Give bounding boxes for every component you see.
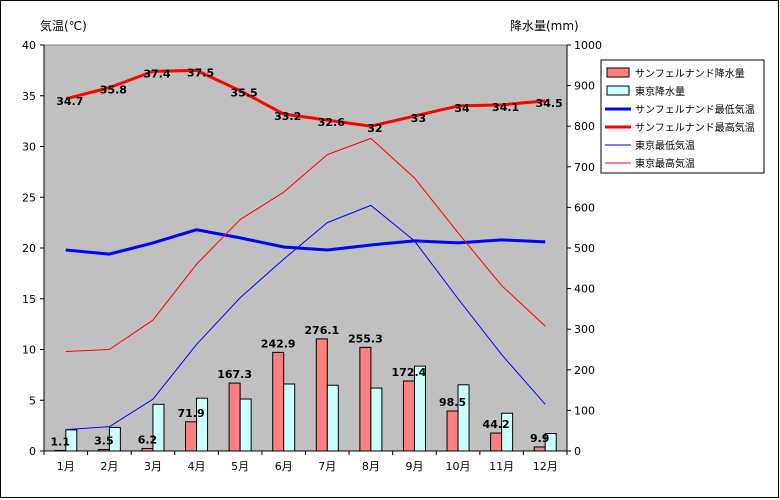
y-left-tick-label: 35 <box>22 90 36 103</box>
bars-layer <box>54 338 557 452</box>
y-right-tick-label: 900 <box>574 80 595 93</box>
y-left-tick-label: 0 <box>29 445 36 458</box>
bar-series-1 <box>239 398 252 452</box>
legend-label-3: サンフェルナンド最高気温 <box>635 121 755 134</box>
x-tick-label: 1月 <box>57 460 75 473</box>
data-label-series-0: 167.3 <box>217 368 252 381</box>
legend-label-0: サンフェルナンド降水量 <box>635 67 745 80</box>
bar-series-0 <box>185 421 198 452</box>
data-label-series-3: 34.7 <box>56 95 83 108</box>
data-label-series-3: 32.6 <box>318 116 345 129</box>
data-label-series-0: 9.9 <box>530 432 550 445</box>
x-tick-label: 11月 <box>489 460 514 473</box>
data-label-series-3: 37.5 <box>187 66 214 79</box>
bar-series-1 <box>370 387 383 452</box>
legend: サンフェルナンド降水量東京降水量サンフェルナンド最低気温サンフェルナンド最高気温… <box>600 59 765 174</box>
y-right-tick-label: 800 <box>574 120 595 133</box>
legend-label-1: 東京降水量 <box>635 85 685 98</box>
bar-series-0 <box>402 380 415 452</box>
data-label-series-3: 35.8 <box>100 84 127 97</box>
y-left-tick-label: 40 <box>22 39 36 52</box>
bar-series-0 <box>315 338 328 452</box>
data-label-series-0: 6.2 <box>138 433 158 446</box>
data-label-series-3: 33.2 <box>274 110 301 123</box>
data-label-series-3: 34 <box>454 102 470 115</box>
data-label-series-3: 34.5 <box>536 97 563 110</box>
y-right-tick-label: 500 <box>574 242 595 255</box>
data-label-series-3: 37.4 <box>143 67 170 80</box>
data-label-series-3: 33 <box>411 112 426 125</box>
y-left-tick-label: 25 <box>22 191 36 204</box>
y-right-tick-label: 700 <box>574 161 595 174</box>
x-tick-label: 6月 <box>275 460 293 473</box>
y-left-tick-label: 20 <box>22 242 36 255</box>
x-tick-label: 2月 <box>100 460 118 473</box>
legend-box <box>600 59 765 174</box>
bar-series-1 <box>326 384 339 452</box>
data-label-series-0: 3.5 <box>94 435 114 448</box>
x-tick-label: 5月 <box>231 460 249 473</box>
legend-label-5: 東京最高気温 <box>635 157 695 170</box>
bar-series-0 <box>533 446 546 452</box>
y-right-tick-label: 200 <box>574 364 595 377</box>
legend-swatch-1 <box>606 85 630 96</box>
line-series-5 <box>65 137 546 353</box>
data-label-series-0: 255.3 <box>348 332 383 345</box>
bar-series-1 <box>283 383 296 452</box>
line-series-2 <box>65 228 546 256</box>
legend-swatch-0 <box>606 67 630 78</box>
x-tick-label: 4月 <box>188 460 206 473</box>
data-label-series-0: 172.4 <box>392 366 427 379</box>
data-label-series-3: 35.5 <box>231 87 258 100</box>
y-right-tick-label: 1000 <box>574 39 602 52</box>
y-right-tick-label: 0 <box>574 445 581 458</box>
data-label-series-3: 34.1 <box>492 101 519 114</box>
bar-series-0 <box>272 351 285 452</box>
y-right-tick-label: 600 <box>574 201 595 214</box>
data-label-series-0: 71.9 <box>177 407 204 420</box>
y-left-tick-label: 15 <box>22 293 36 306</box>
y-left-tick-label: 5 <box>29 394 36 407</box>
x-tick-label: 9月 <box>405 460 423 473</box>
lines-layer <box>65 68 546 431</box>
y-left-tick-label: 10 <box>22 344 36 357</box>
bar-series-1 <box>457 384 470 452</box>
bar-series-0 <box>446 410 459 452</box>
data-label-series-3: 32 <box>367 122 382 135</box>
line-series-3 <box>65 68 546 128</box>
data-label-series-0: 44.2 <box>483 418 510 431</box>
y-left-axis-title: 気温(℃) <box>40 18 87 33</box>
data-label-series-0: 276.1 <box>304 324 339 337</box>
bar-series-0 <box>490 432 503 452</box>
x-tick-label: 10月 <box>446 460 471 473</box>
x-tick-label: 12月 <box>533 460 558 473</box>
data-label-series-0: 242.9 <box>261 337 296 350</box>
axes-layer: 0510152025303540010020030040050060070080… <box>22 39 602 473</box>
data-labels-layer: 1.1 3.5 6.2 71.9 167.3 242.9 276.1 255.3 172.4 98… <box>51 66 563 448</box>
legend-label-4: 東京最低気温 <box>635 139 695 152</box>
bar-series-0 <box>359 346 372 452</box>
y-right-axis-title: 降水量(mm) <box>510 19 579 33</box>
data-label-series-0: 1.1 <box>51 436 71 449</box>
x-tick-label: 7月 <box>318 460 336 473</box>
line-series-4 <box>65 204 546 431</box>
bar-series-0 <box>228 382 241 452</box>
y-right-tick-label: 300 <box>574 323 595 336</box>
legend-label-2: サンフェルナンド最低気温 <box>635 103 755 116</box>
x-tick-label: 3月 <box>144 460 162 473</box>
y-right-tick-label: 100 <box>574 404 595 417</box>
legend-items: サンフェルナンド降水量東京降水量サンフェルナンド最低気温サンフェルナンド最高気温… <box>605 67 755 170</box>
x-tick-label: 8月 <box>362 460 380 473</box>
data-label-series-0: 98.5 <box>439 396 466 409</box>
y-left-tick-label: 30 <box>22 141 36 154</box>
y-right-tick-label: 400 <box>574 283 595 296</box>
